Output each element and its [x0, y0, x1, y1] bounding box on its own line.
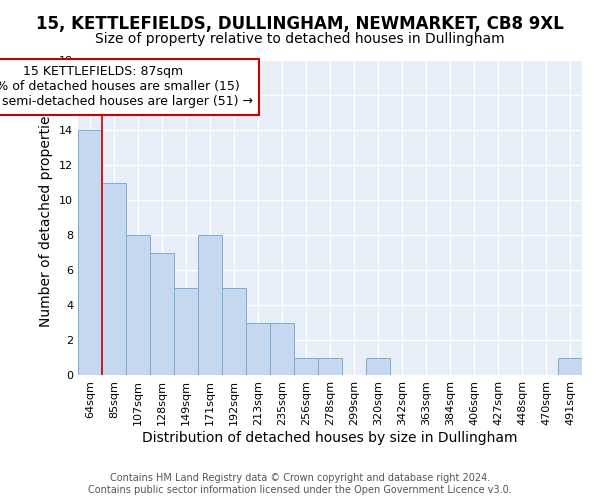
Bar: [270, 322, 294, 375]
Bar: [558, 358, 582, 375]
Bar: [222, 288, 246, 375]
Bar: [318, 358, 342, 375]
Bar: [294, 358, 318, 375]
Bar: [126, 235, 150, 375]
Bar: [198, 235, 222, 375]
Text: 15, KETTLEFIELDS, DULLINGHAM, NEWMARKET, CB8 9XL: 15, KETTLEFIELDS, DULLINGHAM, NEWMARKET,…: [36, 15, 564, 33]
Text: Size of property relative to detached houses in Dullingham: Size of property relative to detached ho…: [95, 32, 505, 46]
Bar: [246, 322, 270, 375]
Y-axis label: Number of detached properties: Number of detached properties: [40, 108, 53, 327]
Bar: [150, 252, 174, 375]
Bar: [366, 358, 390, 375]
X-axis label: Distribution of detached houses by size in Dullingham: Distribution of detached houses by size …: [142, 430, 518, 444]
Bar: [174, 288, 198, 375]
Text: 15 KETTLEFIELDS: 87sqm
← 22% of detached houses are smaller (15)
76% of semi-det: 15 KETTLEFIELDS: 87sqm ← 22% of detached…: [0, 65, 253, 108]
Bar: [78, 130, 102, 375]
Text: Contains HM Land Registry data © Crown copyright and database right 2024.
Contai: Contains HM Land Registry data © Crown c…: [88, 474, 512, 495]
Bar: [102, 182, 126, 375]
